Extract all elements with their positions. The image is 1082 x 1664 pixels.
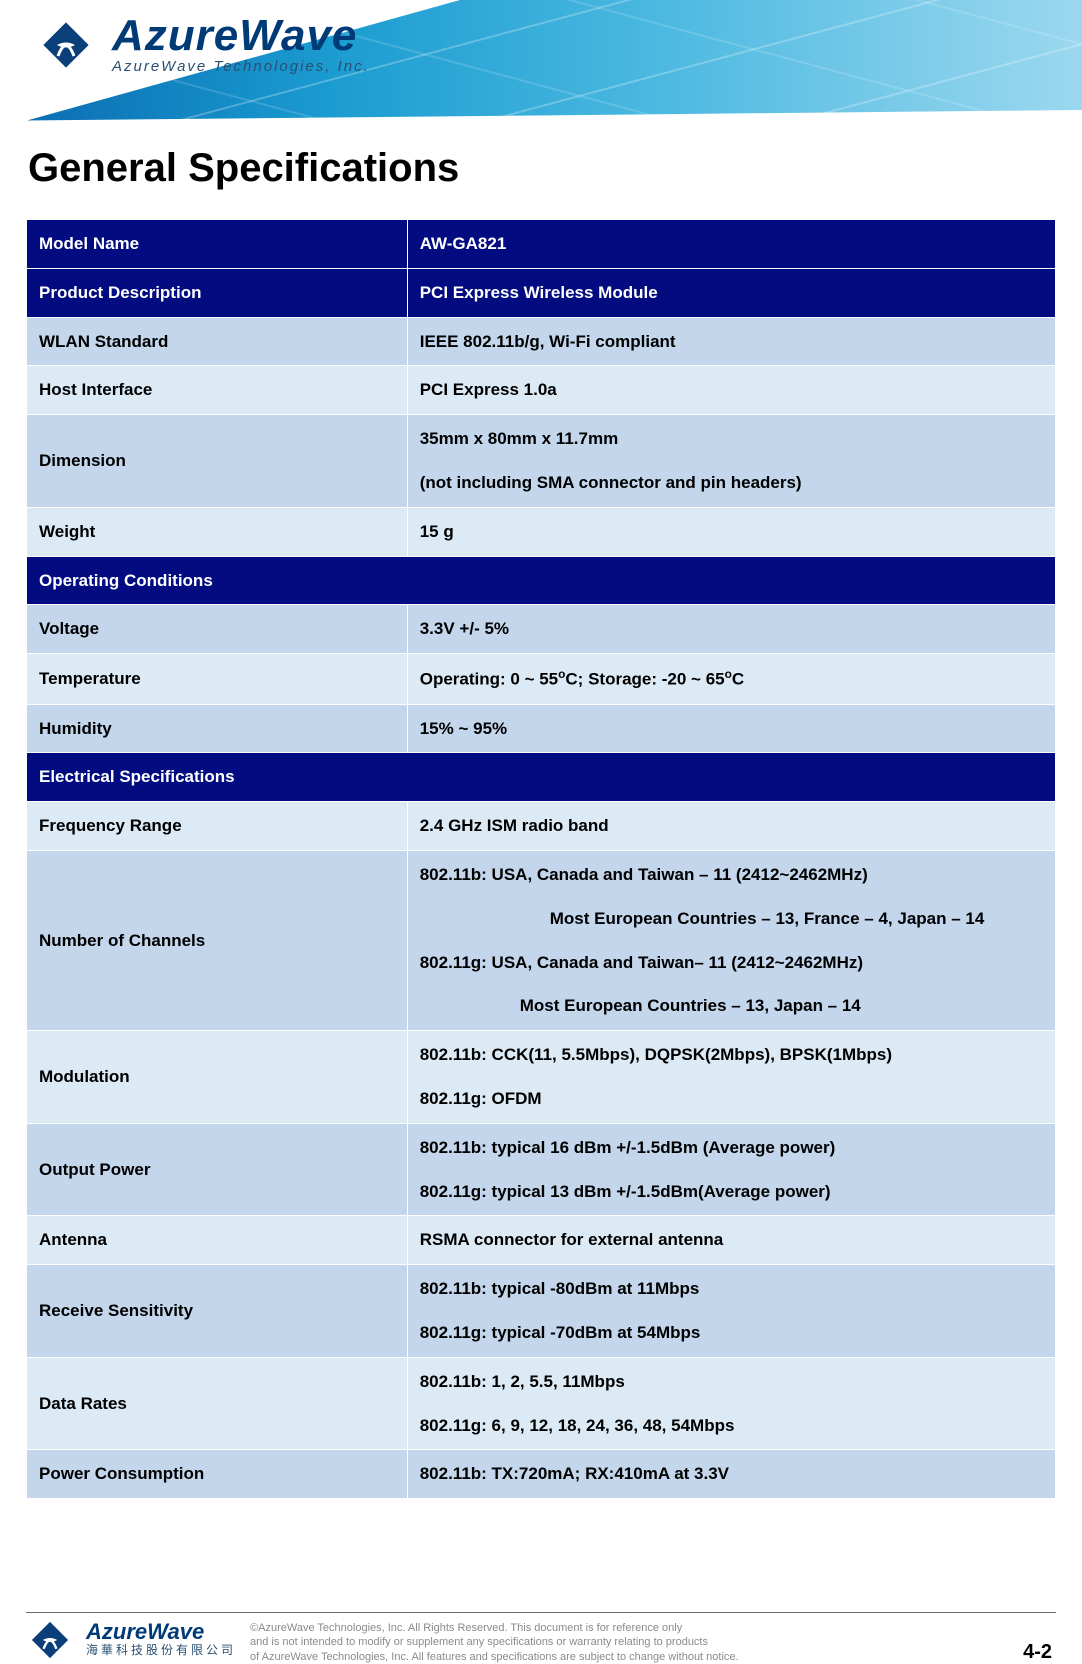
table-row: Humidity15% ~ 95% xyxy=(27,704,1056,753)
table-row: Number of Channels 802.11b: USA, Canada a… xyxy=(27,851,1056,1031)
row-value-line: 802.11b: typical -80dBm at 11Mbps xyxy=(420,1277,1043,1301)
row-value: 802.11b: CCK(11, 5.5Mbps), DQPSK(2Mbps),… xyxy=(407,1031,1055,1124)
footer-brand-text: AzureWave 海華科技股份有限公司 xyxy=(86,1622,236,1659)
row-value: 802.11b: typical 16 dBm +/-1.5dBm (Avera… xyxy=(407,1123,1055,1216)
row-value: 802.11b: 1, 2, 5.5, 11Mbps 802.11g: 6, 9,… xyxy=(407,1357,1055,1450)
footer-brand: AzureWave xyxy=(86,1622,236,1642)
row-value-line: 802.11g: typical 13 dBm +/-1.5dBm(Averag… xyxy=(420,1180,1043,1204)
footer-logo-block: AzureWave 海華科技股份有限公司 xyxy=(26,1616,236,1664)
page-footer: AzureWave 海華科技股份有限公司 ©AzureWave Technolo… xyxy=(26,1612,1056,1664)
table-row: TemperatureOperating: 0 ~ 55oC; Storage:… xyxy=(27,654,1056,704)
row-value-line: Most European Countries – 13, France – 4… xyxy=(420,907,1043,931)
row-label: Receive Sensitivity xyxy=(27,1265,408,1358)
row-label: Modulation xyxy=(27,1031,408,1124)
row-value-line: 802.11g: 6, 9, 12, 18, 24, 36, 48, 54Mbp… xyxy=(420,1414,1043,1438)
row-value-line: 35mm x 80mm x 11.7mm xyxy=(420,427,1043,451)
table-row: Data Rates802.11b: 1, 2, 5.5, 11Mbps802.… xyxy=(27,1357,1056,1450)
row-value-line: 802.11g: USA, Canada and Taiwan– 11 (241… xyxy=(420,951,1043,975)
brand-name: AzureWave xyxy=(112,14,370,58)
azurewave-logo-icon xyxy=(36,15,96,75)
section-header-row: Operating Conditions xyxy=(27,556,1056,605)
row-label: Voltage xyxy=(27,605,408,654)
header-white-cut-bottom xyxy=(0,110,1082,128)
row-value-line: (not including SMA connector and pin hea… xyxy=(420,471,1043,495)
row-label: Power Consumption xyxy=(27,1450,408,1499)
row-value-line: Most European Countries – 13, Japan – 14 xyxy=(420,994,1043,1018)
row-value: 802.11b: typical -80dBm at 11Mbps 802.11g… xyxy=(407,1265,1055,1358)
table-row: Weight15 g xyxy=(27,507,1056,556)
row-label: Antenna xyxy=(27,1216,408,1265)
table-row: Output Power 802.11b: typical 16 dBm +/-1… xyxy=(27,1123,1056,1216)
logo-block: AzureWave AzureWave Technologies, Inc. xyxy=(36,14,370,75)
table-row: Modulation 802.11b: CCK(11, 5.5Mbps), DQP… xyxy=(27,1031,1056,1124)
row-value: 15 g xyxy=(407,507,1055,556)
header-label: Product Description xyxy=(27,268,408,317)
row-value-line: 802.11b: USA, Canada and Taiwan – 11 (24… xyxy=(420,863,1043,887)
footer-copyright: ©AzureWave Technologies, Inc. All Rights… xyxy=(236,1621,1023,1664)
row-label: Dimension xyxy=(27,415,408,508)
row-label: Output Power xyxy=(27,1123,408,1216)
table-row: Host InterfacePCI Express 1.0a xyxy=(27,366,1056,415)
page-number: 4-2 xyxy=(1023,1641,1056,1664)
row-label: Humidity xyxy=(27,704,408,753)
row-label: Number of Channels xyxy=(27,851,408,1031)
row-value: 2.4 GHz ISM radio band xyxy=(407,802,1055,851)
section-label: Electrical Specifications xyxy=(27,753,1056,802)
spec-table: Model NameAW-GA821Product DescriptionPCI… xyxy=(26,219,1056,1499)
footer-copyright-line: ©AzureWave Technologies, Inc. All Rights… xyxy=(250,1621,1023,1635)
section-label: Operating Conditions xyxy=(27,556,1056,605)
section-header-row: Electrical Specifications xyxy=(27,753,1056,802)
page-title: General Specifications xyxy=(28,146,1056,191)
brand-tagline: AzureWave Technologies, Inc. xyxy=(112,58,370,75)
table-row: Frequency Range2.4 GHz ISM radio band xyxy=(27,802,1056,851)
row-value: RSMA connector for external antenna xyxy=(407,1216,1055,1265)
row-value: 802.11b: TX:720mA; RX:410mA at 3.3V xyxy=(407,1450,1055,1499)
row-label: WLAN Standard xyxy=(27,317,408,366)
row-value: PCI Express 1.0a xyxy=(407,366,1055,415)
table-row: AntennaRSMA connector for external anten… xyxy=(27,1216,1056,1265)
row-label: Frequency Range xyxy=(27,802,408,851)
row-value-line: 802.11g: OFDM xyxy=(420,1087,1043,1111)
header-value: PCI Express Wireless Module xyxy=(407,268,1055,317)
azurewave-logo-icon xyxy=(26,1616,74,1664)
row-label: Temperature xyxy=(27,654,408,704)
row-label: Weight xyxy=(27,507,408,556)
row-value-line: 802.11b: CCK(11, 5.5Mbps), DQPSK(2Mbps),… xyxy=(420,1043,1043,1067)
row-value-line: 802.11b: 1, 2, 5.5, 11Mbps xyxy=(420,1370,1043,1394)
header-label: Model Name xyxy=(27,220,408,269)
footer-copyright-line: of AzureWave Technologies, Inc. All feat… xyxy=(250,1650,1023,1664)
row-value-line: 802.11g: typical -70dBm at 54Mbps xyxy=(420,1321,1043,1345)
row-value: 15% ~ 95% xyxy=(407,704,1055,753)
row-value: 35mm x 80mm x 11.7mm (not including SMA c… xyxy=(407,415,1055,508)
table-row: WLAN StandardIEEE 802.11b/g, Wi-Fi compl… xyxy=(27,317,1056,366)
row-value: IEEE 802.11b/g, Wi-Fi compliant xyxy=(407,317,1055,366)
table-row: Power Consumption 802.11b: TX:720mA; RX:4… xyxy=(27,1450,1056,1499)
row-value-line: 802.11b: TX:720mA; RX:410mA at 3.3V xyxy=(420,1462,1043,1486)
row-value: 3.3V +/- 5% xyxy=(407,605,1055,654)
row-label: Data Rates xyxy=(27,1357,408,1450)
footer-copyright-line: and is not intended to modify or supplem… xyxy=(250,1635,1023,1649)
table-row: Voltage3.3V +/- 5% xyxy=(27,605,1056,654)
page-content: General Specifications Model NameAW-GA82… xyxy=(0,128,1082,1586)
page: AzureWave AzureWave Technologies, Inc. G… xyxy=(0,0,1082,1664)
table-row: Dimension 35mm x 80mm x 11.7mm (not includ… xyxy=(27,415,1056,508)
logo-text: AzureWave AzureWave Technologies, Inc. xyxy=(112,14,370,75)
header-value: AW-GA821 xyxy=(407,220,1055,269)
footer-brand-cn: 海華科技股份有限公司 xyxy=(86,1641,236,1658)
header-row: Product DescriptionPCI Express Wireless … xyxy=(27,268,1056,317)
row-label: Host Interface xyxy=(27,366,408,415)
row-value: Operating: 0 ~ 55oC; Storage: -20 ~ 65oC xyxy=(407,654,1055,704)
table-row: Receive Sensitivity802.11b: typical -80d… xyxy=(27,1265,1056,1358)
row-value-line: 802.11b: typical 16 dBm +/-1.5dBm (Avera… xyxy=(420,1136,1043,1160)
row-value: 802.11b: USA, Canada and Taiwan – 11 (24… xyxy=(407,851,1055,1031)
header-row: Model NameAW-GA821 xyxy=(27,220,1056,269)
page-header: AzureWave AzureWave Technologies, Inc. xyxy=(0,0,1082,128)
